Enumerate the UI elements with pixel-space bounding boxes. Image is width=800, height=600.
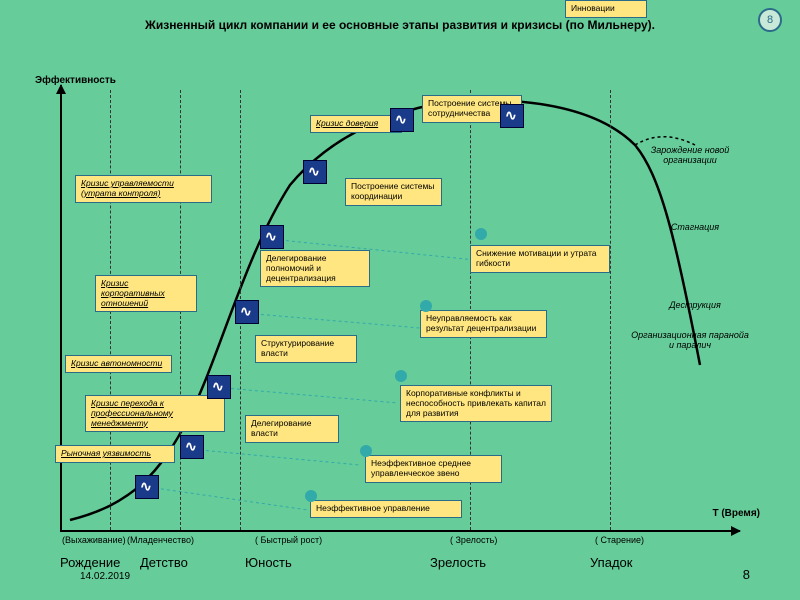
crisis-icon (235, 300, 259, 324)
consequence-dot (475, 228, 487, 240)
crisis-icon (135, 475, 159, 499)
stage-label-bottom: Упадок (590, 555, 632, 570)
crisis-icon (207, 375, 231, 399)
crisis-box: Кризис управляемости (утрата контроля) (75, 175, 212, 203)
solution-box: Делегирование власти (245, 415, 339, 443)
consequence-box: Неэффективное среднее управленческое зве… (365, 455, 502, 483)
solution-box: Построение системы координации (345, 178, 442, 206)
consequence-dot (305, 490, 317, 502)
crisis-icon (500, 104, 524, 128)
crisis-box: Кризис корпоративных отношений (95, 275, 197, 312)
consequence-box: Неуправляемость как результат децентрали… (420, 310, 547, 338)
decline-label: Организационная паранойа и паралич (630, 330, 750, 350)
crisis-icon (303, 160, 327, 184)
stage-label-top: ( Быстрый рост) (255, 535, 322, 545)
solution-box: Структурирование власти (255, 335, 357, 363)
x-axis-label: T (Время) (712, 508, 760, 519)
stage-label-bottom: Зрелость (430, 555, 486, 570)
consequence-box: Корпоративные конфликты и неспособность … (400, 385, 552, 422)
solution-box: Инновации (565, 0, 647, 18)
stage-label-top: (Выхаживание) (62, 535, 126, 545)
phase-separator (610, 90, 611, 530)
stage-label-bottom: Рождение (60, 555, 120, 570)
consequence-dot (395, 370, 407, 382)
crisis-icon (180, 435, 204, 459)
decline-label: Зарождение новой организации (635, 145, 745, 165)
stage-label-top: ( Старение) (595, 535, 644, 545)
crisis-box: Кризис автономности (65, 355, 172, 373)
consequence-box: Снижение мотивации и утрата гибкости (470, 245, 610, 273)
stage-label-top: (Младенчество) (127, 535, 194, 545)
page-title: Жизненный цикл компании и ее основные эт… (50, 18, 750, 32)
crisis-box: Кризис доверия (310, 115, 402, 133)
axis-x (60, 530, 740, 532)
y-axis-label: Эффективность (35, 75, 116, 86)
decline-label: Деструкция (655, 300, 735, 310)
crisis-box: Рыночная уязвимость (55, 445, 175, 463)
crisis-icon (260, 225, 284, 249)
stage-label-bottom: Юность (245, 555, 292, 570)
crisis-box: Кризис перехода к профессиональному мене… (85, 395, 225, 432)
stage-label-top: ( Зрелость) (450, 535, 497, 545)
solution-box: Делегирование полномочий и децентрализац… (260, 250, 370, 287)
crisis-icon (390, 108, 414, 132)
footer-date: 14.02.2019 (80, 571, 130, 582)
consequence-dot (360, 445, 372, 457)
page-badge: 8 (758, 8, 782, 32)
consequence-dot (420, 300, 432, 312)
stage-label-bottom: Детство (140, 555, 188, 570)
decline-label: Стагнация (660, 222, 730, 232)
axis-y (60, 85, 62, 530)
footer-page: 8 (743, 567, 750, 582)
consequence-box: Неэффективное управление (310, 500, 462, 518)
